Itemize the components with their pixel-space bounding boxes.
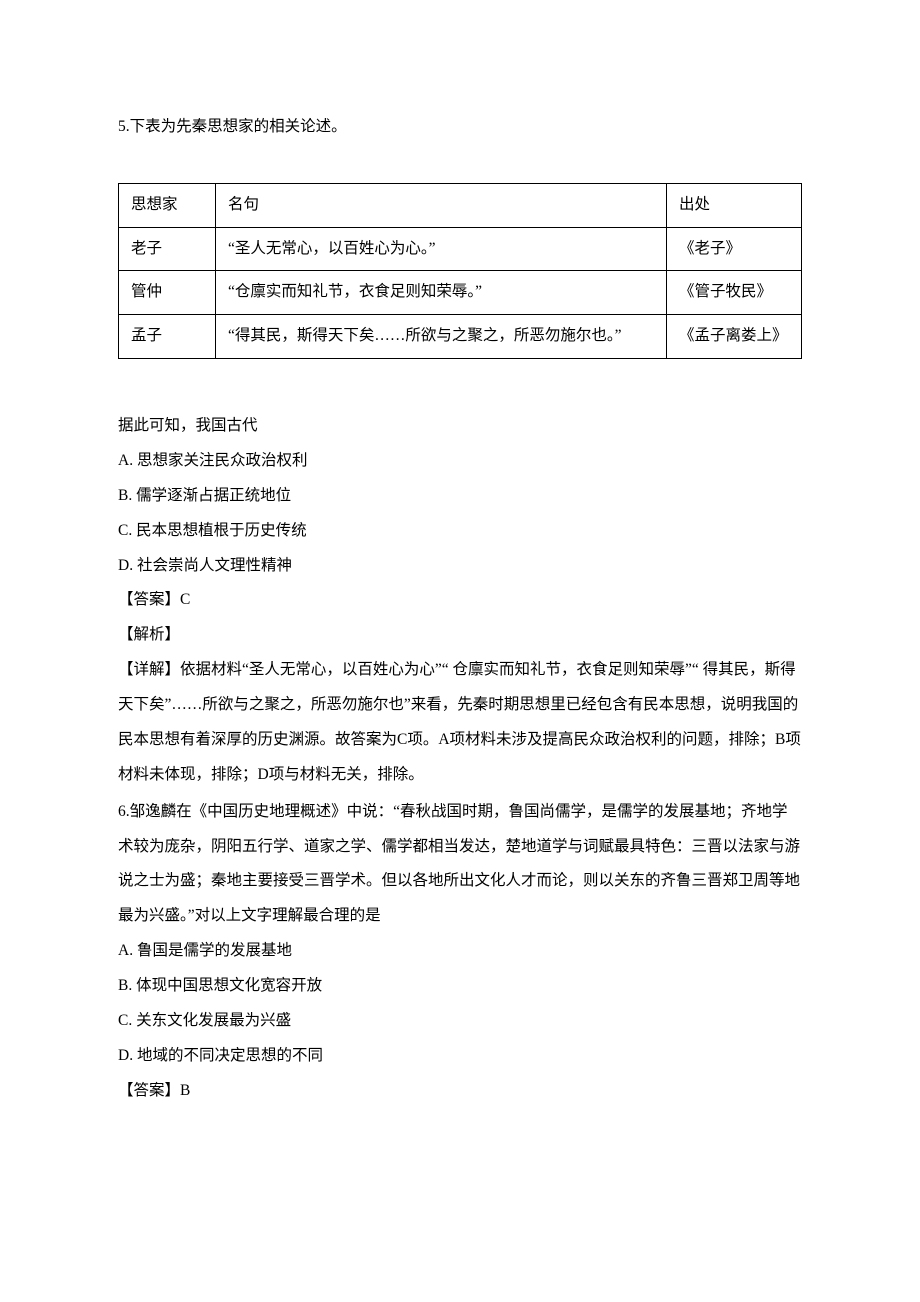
q5-option-b: B. 儒学逐渐占据正统地位: [118, 479, 802, 514]
cell-source: 《老子》: [667, 227, 802, 271]
cell-quote: “仓廪实而知礼节，衣食足则知荣辱。”: [216, 271, 667, 315]
cell-source: 《管子牧民》: [667, 271, 802, 315]
cell-thinker: 老子: [119, 227, 216, 271]
q5-answer: 【答案】C: [118, 583, 802, 618]
document-page: 5.下表为先秦思想家的相关论述。 思想家 名句 出处 老子 “圣人无常心，以百姓…: [0, 0, 920, 1201]
q5-stem: 5.下表为先秦思想家的相关论述。: [118, 110, 802, 145]
q6-option-d: D. 地域的不同决定思想的不同: [118, 1039, 802, 1074]
q6-option-a: A. 鲁国是儒学的发展基地: [118, 934, 802, 969]
q5-option-d: D. 社会崇尚人文理性精神: [118, 549, 802, 584]
question-6: 6.邹逸麟在《中国历史地理概述》中说：“春秋战国时期，鲁国尚儒学，是儒学的发展基…: [118, 795, 802, 1109]
q6-option-c: C. 关东文化发展最为兴盛: [118, 1004, 802, 1039]
table-row: 老子 “圣人无常心，以百姓心为心。” 《老子》: [119, 227, 802, 271]
cell-thinker: 孟子: [119, 315, 216, 359]
table-header-row: 思想家 名句 出处: [119, 183, 802, 227]
q6-option-b: B. 体现中国思想文化宽容开放: [118, 969, 802, 1004]
q5-jiexi: 【解析】: [118, 618, 802, 653]
q5-detail: 【详解】依据材料“圣人无常心，以百姓心为心”“ 仓廪实而知礼节，衣食足则知荣辱”…: [118, 653, 802, 793]
q6-stem: 6.邹逸麟在《中国历史地理概述》中说：“春秋战国时期，鲁国尚儒学，是儒学的发展基…: [118, 795, 802, 935]
col-header-thinker: 思想家: [119, 183, 216, 227]
col-header-quote: 名句: [216, 183, 667, 227]
q5-option-a: A. 思想家关注民众政治权利: [118, 444, 802, 479]
q5-table: 思想家 名句 出处 老子 “圣人无常心，以百姓心为心。” 《老子》 管仲 “仓廪…: [118, 183, 802, 359]
cell-quote: “得其民，斯得天下矣……所欲与之聚之，所恶勿施尔也。”: [216, 315, 667, 359]
cell-source: 《孟子离娄上》: [667, 315, 802, 359]
table-row: 管仲 “仓廪实而知礼节，衣食足则知荣辱。” 《管子牧民》: [119, 271, 802, 315]
cell-quote: “圣人无常心，以百姓心为心。”: [216, 227, 667, 271]
cell-thinker: 管仲: [119, 271, 216, 315]
table-row: 孟子 “得其民，斯得天下矣……所欲与之聚之，所恶勿施尔也。” 《孟子离娄上》: [119, 315, 802, 359]
question-5: 5.下表为先秦思想家的相关论述。 思想家 名句 出处 老子 “圣人无常心，以百姓…: [118, 110, 802, 793]
q6-answer: 【答案】B: [118, 1074, 802, 1109]
q5-option-c: C. 民本思想植根于历史传统: [118, 514, 802, 549]
col-header-source: 出处: [667, 183, 802, 227]
q5-lead: 据此可知，我国古代: [118, 409, 802, 444]
